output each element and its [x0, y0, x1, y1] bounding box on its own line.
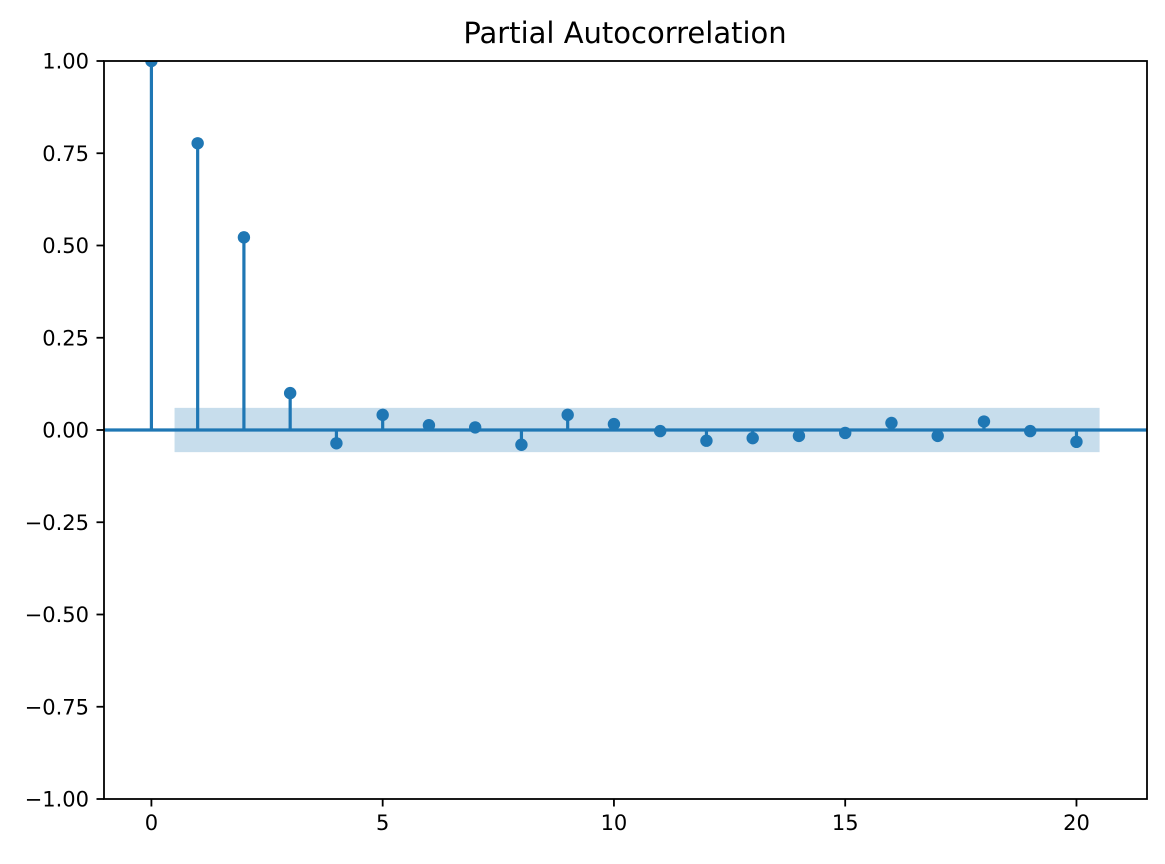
marker-lag-0	[145, 61, 158, 68]
marker-lag-5	[376, 408, 389, 422]
marker-lag-10	[607, 417, 621, 431]
y-tick-label: 0.25	[42, 326, 89, 350]
x-tick-label: 5	[376, 811, 389, 835]
marker-lag-17	[931, 429, 944, 443]
marker-lag-13	[746, 431, 759, 445]
y-tick-label: −0.75	[25, 695, 89, 719]
marker-lag-15	[839, 426, 852, 440]
y-tick-label: −0.25	[25, 511, 89, 535]
y-tick-label: 0.50	[42, 234, 89, 258]
x-tick-label: 15	[832, 811, 859, 835]
marker-lag-11	[653, 424, 667, 438]
y-tick-label: 0.00	[42, 419, 89, 443]
x-tick-label: 0	[145, 811, 158, 835]
marker-lag-7	[468, 421, 482, 434]
marker-lag-18	[977, 415, 991, 428]
marker-lag-16	[885, 416, 898, 430]
marker-lag-8	[515, 438, 528, 451]
chart-title: Partial Autocorrelation	[463, 16, 786, 50]
marker-lag-2	[237, 231, 251, 244]
y-tick-label: −0.50	[25, 603, 89, 627]
marker-lag-19	[1024, 424, 1037, 438]
marker-lag-14	[792, 429, 806, 443]
x-tick-label: 20	[1063, 811, 1090, 835]
marker-lag-3	[283, 386, 297, 400]
axes-layer: 0 5 10 15 20 1.00 0.75 0.50 0.25 0.00 −0.25 −0.50 −0…	[25, 50, 1148, 835]
x-tick-label: 10	[601, 811, 628, 835]
marker-lag-20	[1070, 435, 1083, 449]
y-tick-label: 1.00	[42, 50, 89, 74]
y-tick-label: −1.00	[25, 788, 89, 812]
marker-lag-1	[191, 137, 204, 150]
marker-lag-6	[422, 419, 436, 432]
marker-lag-12	[700, 434, 713, 447]
y-tick-label: 0.75	[42, 142, 89, 166]
marker-lag-9	[561, 408, 574, 422]
marker-lag-4	[330, 437, 343, 450]
stem-series-layer	[104, 61, 1147, 451]
